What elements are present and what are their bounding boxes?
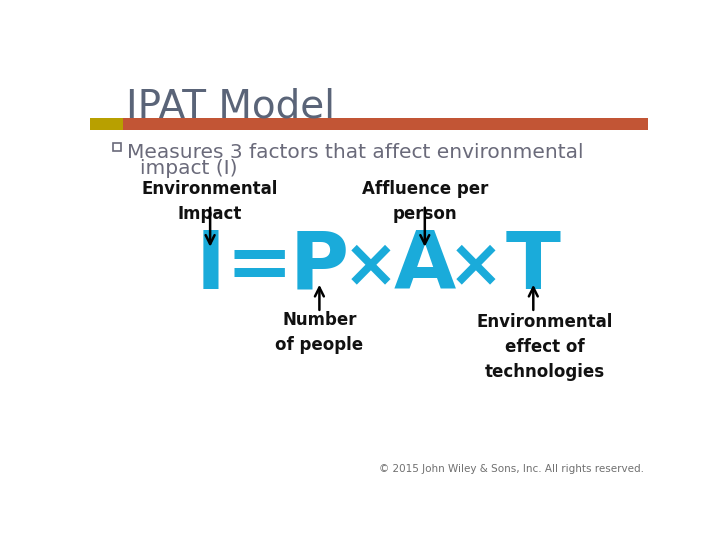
Text: Measures 3 factors that affect environmental: Measures 3 factors that affect environme… <box>127 143 584 163</box>
Text: ×: × <box>343 233 398 300</box>
Text: Affluence per
person: Affluence per person <box>361 180 488 224</box>
Text: IPAT Model: IPAT Model <box>127 88 336 126</box>
Text: © 2015 John Wiley & Sons, Inc. All rights reserved.: © 2015 John Wiley & Sons, Inc. All right… <box>379 464 644 475</box>
Text: P: P <box>290 227 349 306</box>
Text: I: I <box>195 227 225 306</box>
Text: T: T <box>506 227 561 306</box>
Text: ×: × <box>448 233 504 300</box>
Text: =: = <box>225 227 292 306</box>
Bar <box>90 118 122 130</box>
Text: Number
of people: Number of people <box>275 311 364 354</box>
Text: A: A <box>394 227 456 306</box>
Text: impact (I): impact (I) <box>140 159 237 178</box>
Text: Environmental
Impact: Environmental Impact <box>142 180 279 224</box>
Bar <box>122 118 648 130</box>
Bar <box>113 143 121 151</box>
Text: Environmental
effect of
technologies: Environmental effect of technologies <box>477 313 613 381</box>
